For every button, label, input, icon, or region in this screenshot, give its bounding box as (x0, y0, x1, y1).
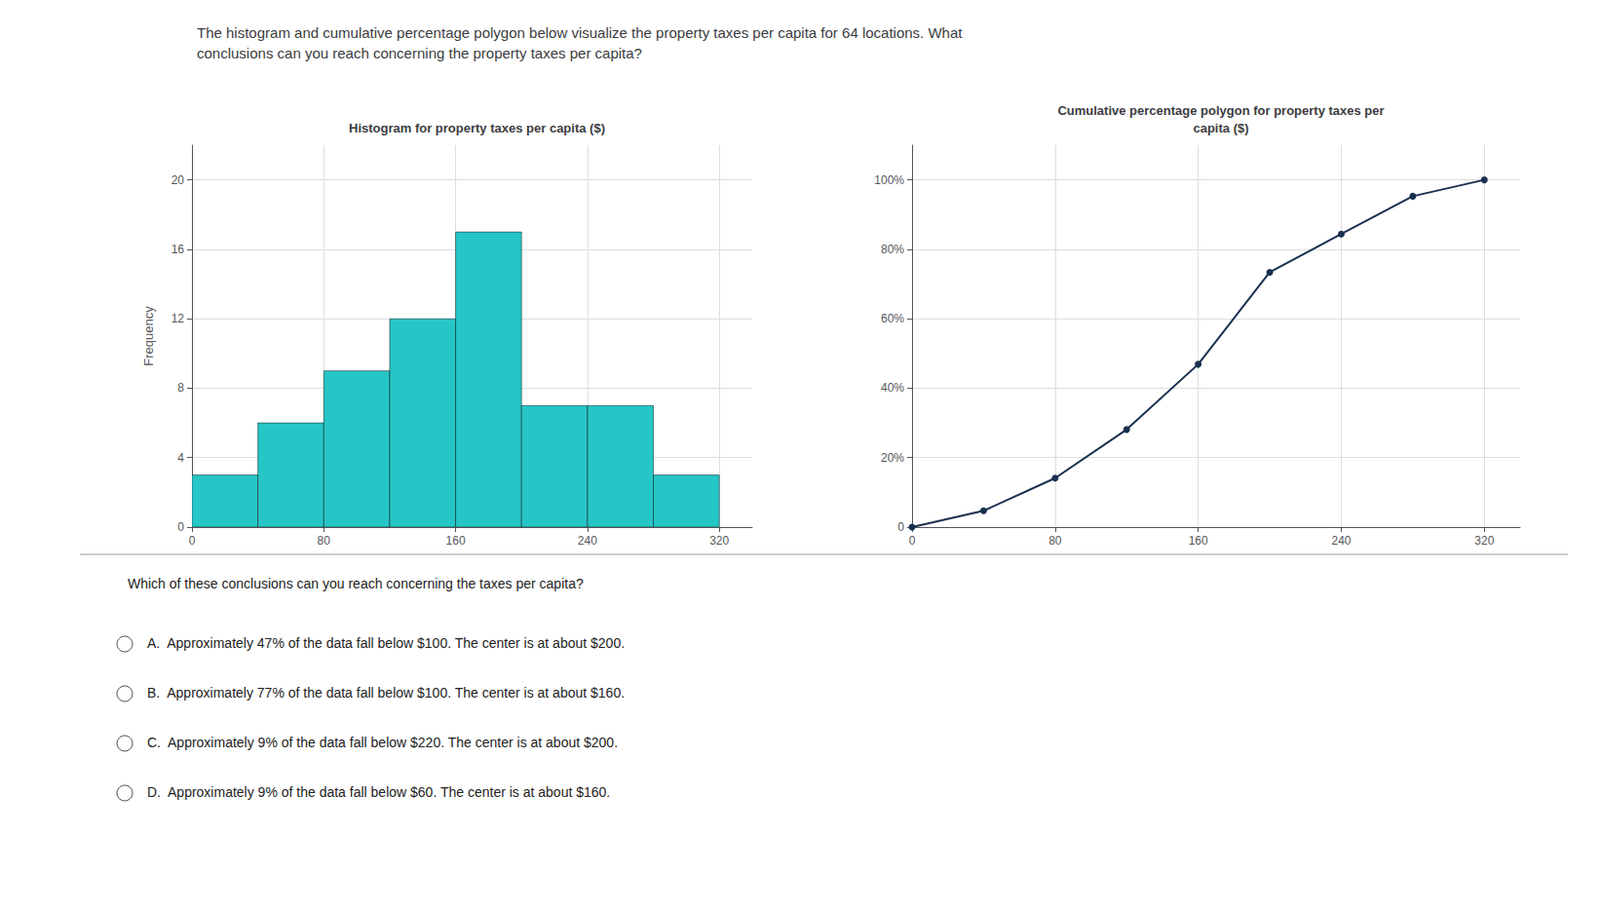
svg-text:4: 4 (177, 451, 185, 465)
svg-text:D. Approximately 9% of the da: D. Approximately 9% of the data fall bel… (147, 784, 610, 800)
svg-text:8: 8 (177, 380, 185, 395)
svg-text:0: 0 (189, 533, 196, 548)
svg-text:80: 80 (317, 533, 332, 548)
svg-text:Cumulative percentage polygon: Cumulative percentage polygon for proper… (1057, 103, 1384, 118)
svg-text:0: 0 (909, 533, 916, 548)
svg-text:160: 160 (446, 533, 466, 548)
svg-text:The histogram and cumulative p: The histogram and cumulative percentage … (196, 24, 963, 41)
svg-text:Which of these conclusions can: Which of these conclusions can you reach… (127, 575, 584, 592)
svg-text:60%: 60% (880, 311, 905, 326)
svg-text:20: 20 (171, 173, 186, 188)
svg-text:320: 320 (1474, 533, 1494, 548)
svg-text:20%: 20% (880, 451, 905, 465)
svg-text:conclusions can you reach conc: conclusions can you reach concerning the… (196, 44, 643, 62)
svg-text:100%: 100% (874, 173, 905, 188)
svg-text:12: 12 (171, 311, 186, 326)
svg-text:Histogram for property taxes p: Histogram for property taxes per capita … (348, 120, 606, 136)
svg-text:320: 320 (709, 533, 729, 548)
svg-text:B. Approximately 77% of the d: B. Approximately 77% of the data fall be… (147, 685, 625, 701)
svg-text:0: 0 (177, 520, 185, 534)
svg-text:16: 16 (171, 242, 186, 257)
svg-text:Frequency: Frequency (141, 305, 156, 367)
svg-text:240: 240 (1331, 533, 1351, 548)
svg-text:0: 0 (897, 520, 905, 534)
svg-text:80%: 80% (880, 242, 905, 257)
svg-text:240: 240 (577, 533, 598, 548)
svg-text:C. Approximately 9% of the da: C. Approximately 9% of the data fall bel… (147, 734, 618, 751)
svg-text:40%: 40% (880, 380, 905, 395)
svg-text:capita ($): capita ($) (1192, 120, 1249, 136)
svg-text:A. Approximately 47% of the d: A. Approximately 47% of the data fall be… (147, 635, 625, 651)
svg-text:160: 160 (1188, 533, 1209, 548)
svg-text:80: 80 (1048, 533, 1063, 548)
